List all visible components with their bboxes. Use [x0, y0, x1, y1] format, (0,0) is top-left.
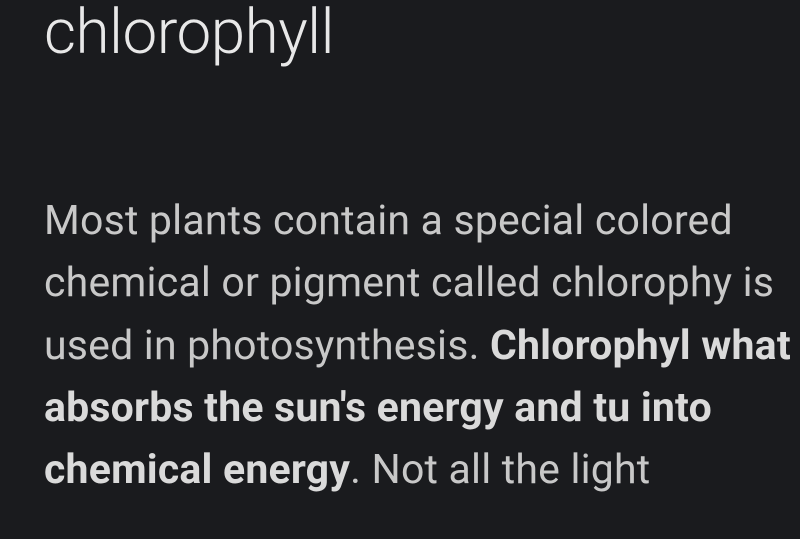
article-heading: chlorophyll: [44, 0, 334, 69]
article-body: Most plants contain a special colored ch…: [44, 190, 800, 502]
body-text-segment: Most plants contain a special colored ch…: [44, 197, 733, 307]
body-text-segment: . Not all the light: [350, 446, 650, 494]
